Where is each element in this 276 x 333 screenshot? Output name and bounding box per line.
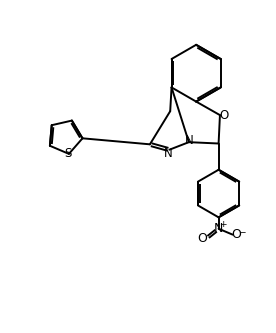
Text: −: − [238,227,246,236]
Text: N: N [214,222,223,235]
Text: O: O [219,109,228,122]
Text: +: + [219,219,227,229]
Text: N: N [164,147,172,160]
Text: O: O [231,228,241,241]
Text: O: O [197,232,207,245]
Text: N: N [184,134,193,147]
Text: S: S [64,148,71,161]
